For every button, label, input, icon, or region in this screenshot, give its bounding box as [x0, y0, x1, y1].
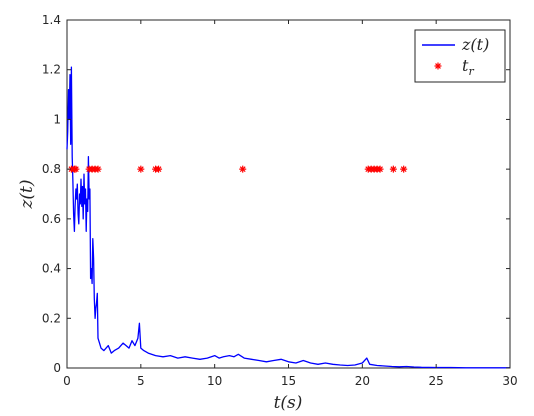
x-tick-label: 10	[207, 374, 222, 388]
x-axis-label: t(s)	[274, 393, 303, 413]
legend-asterisk	[434, 62, 442, 70]
y-tick-label: 1	[53, 112, 61, 126]
marker-tr	[239, 165, 247, 173]
marker-tr	[155, 165, 163, 173]
x-tick-label: 25	[429, 374, 444, 388]
marker-stroke	[435, 63, 441, 69]
marker-tr	[376, 165, 384, 173]
marker-stroke	[155, 166, 162, 173]
x-tick-label: 30	[502, 374, 517, 388]
marker-stroke	[390, 166, 397, 173]
marker-tr	[137, 165, 145, 173]
y-tick-label: 0.4	[42, 262, 61, 276]
x-tick-label: 0	[63, 374, 71, 388]
marker-tr	[94, 165, 102, 173]
series-layer	[66, 66, 510, 369]
legend-label-z: z(t)	[461, 35, 489, 54]
marker-tr	[389, 165, 397, 173]
y-tick-label: 0.8	[42, 162, 61, 176]
marker-stroke	[377, 166, 383, 173]
x-tick-label: 15	[281, 374, 296, 388]
legend: z(t) tr	[414, 29, 506, 83]
ticks-layer: 0 5 10 15 20 25 30 0 0.2 0.4 0.6 0.8 1 1.2 1.4	[42, 13, 518, 388]
y-tick-label: 1.2	[42, 63, 61, 77]
y-tick-label: 0.2	[42, 311, 61, 325]
marker-stroke	[239, 166, 246, 173]
x-tick-label: 20	[355, 374, 370, 388]
marker-stroke	[137, 166, 144, 173]
legend-marker-sample	[434, 62, 442, 70]
marker-tr	[72, 165, 80, 173]
y-tick-label: 0	[53, 361, 61, 375]
marker-stroke	[95, 166, 101, 173]
y-tick-label: 1.4	[42, 13, 61, 27]
y-tick-label: 0.6	[42, 212, 61, 226]
marker-stroke	[72, 166, 79, 173]
y-axis-label: z(t)	[17, 179, 37, 209]
x-tick-label: 5	[137, 374, 145, 388]
marker-stroke	[400, 166, 407, 173]
series-line-z	[66, 66, 510, 369]
marker-tr	[400, 165, 408, 173]
legend-box	[414, 29, 506, 83]
